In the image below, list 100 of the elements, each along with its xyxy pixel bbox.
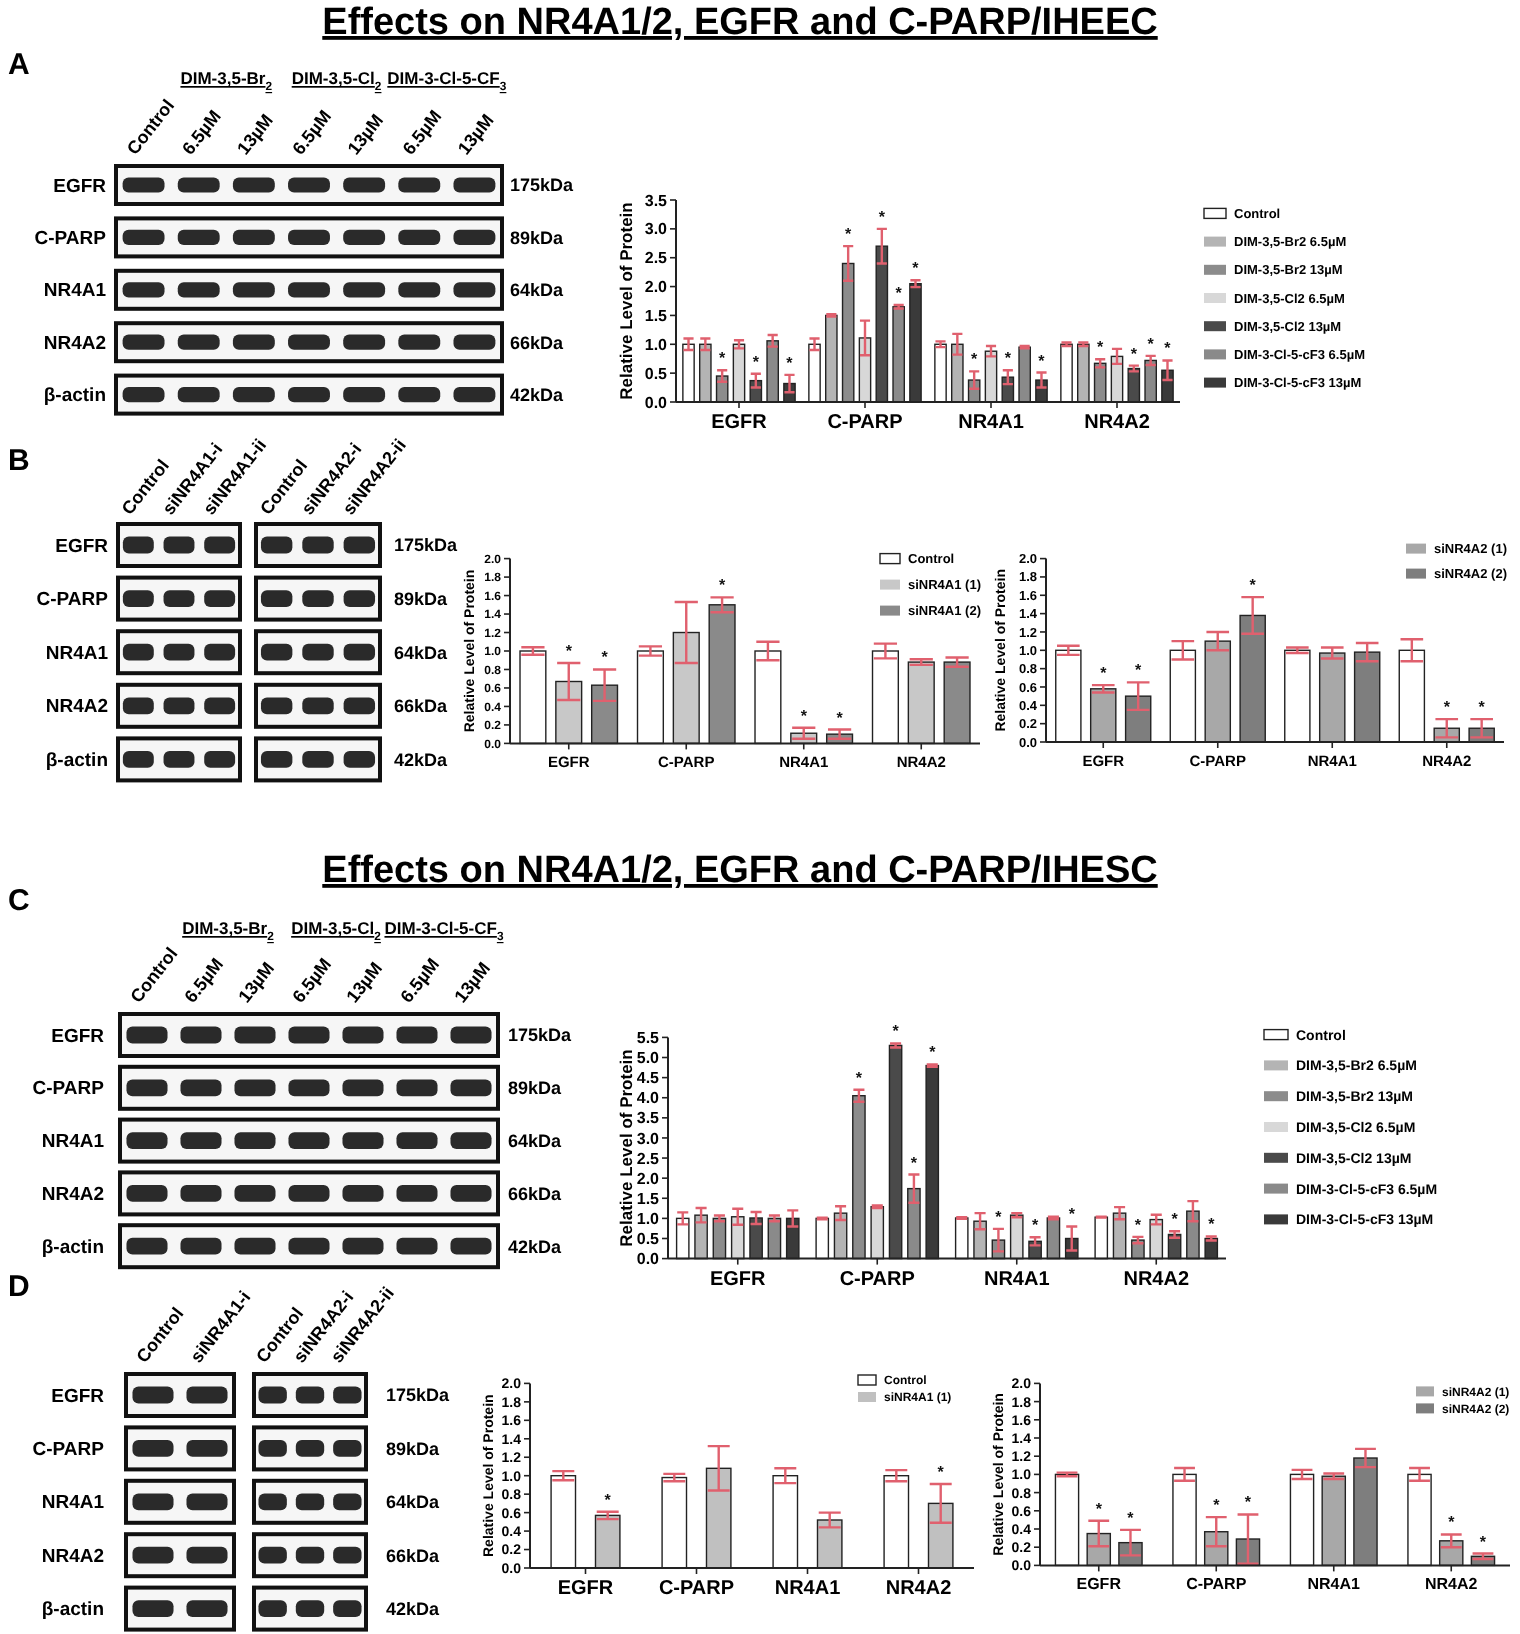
data-label: *: [1031, 1216, 1040, 1235]
category-label: C-PARP: [32, 1078, 104, 1101]
y-tick-label: 0.5: [636, 1230, 661, 1249]
x-tick-label: C-PARP: [839, 1268, 916, 1291]
data-label: *: [937, 1463, 946, 1482]
y-tick-label: 3.0: [636, 1129, 661, 1148]
data-label: *: [836, 708, 845, 727]
text: Effects on NR4A1/2, EGFR and C-PARP/IHEEC: [322, 2, 1159, 44]
data-label: *: [1208, 1215, 1217, 1234]
data-label: *: [892, 1022, 901, 1041]
data-label: *: [565, 642, 574, 661]
data-label: *: [1004, 349, 1013, 368]
x-tick-label: C-PARP: [658, 1578, 735, 1600]
y-tick-label: 3.5: [636, 1109, 661, 1128]
y-tick-label: 1.5: [644, 307, 669, 326]
data-label: *: [604, 1490, 613, 1509]
y-axis-title: Relative Level of Protein: [615, 202, 636, 400]
category-label: NR4A2: [41, 1545, 104, 1568]
text: DIM-3,5-Br$_{2}$: [182, 918, 276, 944]
x-tick-label: NR4A2: [885, 1578, 953, 1600]
category-label: 64kDa: [510, 280, 564, 301]
category-label: 89kDa: [510, 227, 564, 248]
category-label: 64kDa: [508, 1130, 562, 1151]
category-label: 42kDa: [386, 1598, 440, 1619]
y-tick-label: 1.0: [644, 335, 669, 354]
data-label: *: [1127, 1508, 1136, 1527]
y-tick-label: 0.0: [636, 1250, 661, 1269]
category-label: 64kDa: [394, 642, 448, 663]
category-label: 89kDa: [508, 1078, 562, 1099]
data-label: *: [1249, 576, 1258, 595]
data-label: *: [845, 225, 854, 244]
data-label: *: [1479, 1532, 1488, 1551]
category-label: 66kDa: [386, 1545, 440, 1566]
category-label: NR4A1: [41, 1492, 104, 1515]
category-label: NR4A2: [43, 332, 106, 355]
y-tick-label: 0.5: [644, 364, 669, 383]
x-tick-label: C-PARP: [827, 412, 904, 434]
y-tick-label: 3.0: [644, 220, 669, 239]
data-label: *: [1095, 1499, 1104, 1518]
x-tick-label: NR4A1: [1307, 1575, 1362, 1594]
data-label: *: [800, 706, 809, 725]
data-label: *: [1135, 661, 1144, 680]
data-label: *: [1097, 338, 1106, 357]
y-tick-label: 4.5: [636, 1069, 661, 1088]
category-label: NR4A1: [41, 1131, 104, 1154]
x-tick-label: NR4A2: [1123, 1268, 1190, 1291]
category-label: 175kDa: [508, 1025, 572, 1046]
data-label: *: [878, 207, 887, 226]
data-label: *: [855, 1068, 864, 1087]
y-tick-label: 3.5: [644, 191, 669, 210]
category-label: NR4A2: [41, 1184, 104, 1207]
x-tick-label: C-PARP: [1186, 1575, 1248, 1594]
y-tick-label: 2.5: [644, 249, 669, 268]
data-label: *: [1171, 1210, 1180, 1229]
x-tick-label: NR4A1: [774, 1578, 842, 1600]
text: B: [8, 444, 30, 478]
text: DIM-3-Cl-5-CF$_{3}$: [387, 68, 508, 94]
data-label: *: [929, 1043, 938, 1062]
data-label: *: [1448, 1513, 1457, 1532]
x-tick-label: NR4A1: [958, 412, 1025, 434]
data-label: *: [1147, 334, 1156, 353]
category-label: 175kDa: [510, 175, 574, 196]
y-tick-label: 1.5: [636, 1189, 661, 1208]
category-label: 42kDa: [508, 1236, 562, 1257]
text: Effects on NR4A1/2, EGFR and C-PARP/IHESC: [322, 850, 1159, 892]
text: DIM-3,5-Cl$_{2}$: [291, 918, 383, 944]
category-label: EGFR: [51, 1385, 104, 1408]
category-label: NR4A2: [45, 696, 108, 719]
category-label: β-actin: [45, 750, 108, 773]
y-tick-label: 2.0: [644, 278, 669, 297]
category-label: 42kDa: [510, 384, 564, 405]
text: D: [8, 1270, 30, 1304]
y-axis-title: Relative Level of Protein: [615, 1049, 636, 1247]
data-label: *: [601, 648, 610, 667]
data-label: *: [971, 350, 980, 369]
data-label: *: [1038, 351, 1047, 370]
data-label: *: [1478, 698, 1487, 717]
x-tick-label: NR4A1: [983, 1268, 1051, 1291]
text: C: [8, 884, 30, 918]
x-tick-label: NR4A2: [1084, 412, 1151, 434]
data-label: *: [719, 349, 728, 368]
category-label: C-PARP: [32, 1439, 104, 1462]
data-label: *: [1213, 1496, 1222, 1515]
category-label: 66kDa: [508, 1183, 562, 1204]
text: DIM-3-Cl-5-CF$_{3}$: [384, 918, 505, 944]
category-label: C-PARP: [34, 228, 106, 251]
data-label: *: [1068, 1205, 1077, 1224]
data-label: *: [912, 259, 921, 278]
y-tick-label: 0.0: [644, 393, 669, 412]
y-tick-label: 5.0: [636, 1049, 661, 1068]
y-tick-label: 5.5: [636, 1029, 661, 1047]
y-tick-label: 4.0: [636, 1089, 661, 1108]
category-label: EGFR: [51, 1025, 104, 1048]
y-tick-label: 2.0: [636, 1169, 661, 1188]
data-label: *: [786, 353, 795, 372]
category-label: 175kDa: [394, 535, 458, 556]
data-label: *: [718, 576, 727, 595]
x-tick-label: NR4A2: [1425, 1575, 1479, 1594]
y-tick-label: 2.5: [636, 1149, 661, 1168]
category-label: 66kDa: [394, 696, 448, 717]
